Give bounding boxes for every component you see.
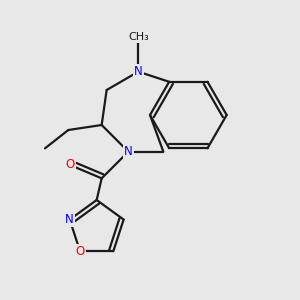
Text: N: N	[124, 145, 133, 158]
Text: N: N	[134, 65, 143, 78]
Text: N: N	[65, 213, 74, 226]
Text: CH₃: CH₃	[128, 32, 149, 42]
Text: O: O	[65, 158, 75, 172]
Text: O: O	[75, 245, 85, 258]
